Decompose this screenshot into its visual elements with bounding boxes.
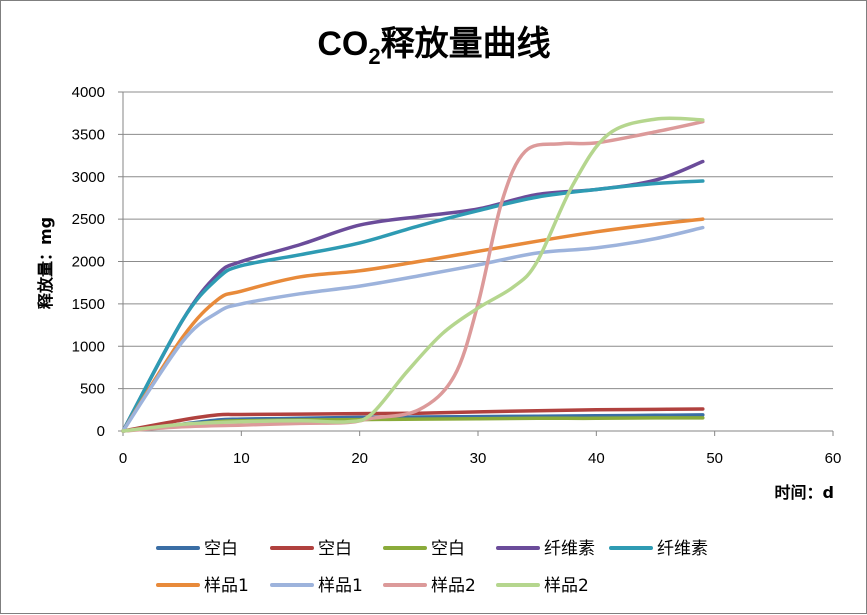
chart-title-subscript: 2 xyxy=(368,44,380,69)
x-tick-label: 20 xyxy=(351,450,368,467)
legend-item-9: 样品2 xyxy=(496,576,589,596)
legend-item-2: 空白 xyxy=(270,539,352,559)
chart-title: CO2释放量曲线 xyxy=(317,25,550,69)
y-axis-title: 释放量：mg xyxy=(36,217,55,309)
x-tick-label: 50 xyxy=(706,450,723,467)
series-line-9 xyxy=(121,116,705,433)
legend-item-5: 纤维素 xyxy=(609,539,708,559)
legend-label: 空白 xyxy=(204,539,238,559)
legend-label: 样品2 xyxy=(544,576,589,596)
series-line-6 xyxy=(121,217,705,433)
x-tick-label: 40 xyxy=(588,450,605,467)
x-tick-labels: 0 10 20 30 40 50 60 xyxy=(119,450,842,467)
legend-label: 样品2 xyxy=(431,576,476,596)
x-tick-label: 10 xyxy=(233,450,250,467)
y-tick-label: 0 xyxy=(97,423,105,440)
y-tick-label: 4000 xyxy=(72,84,105,101)
series-lines xyxy=(121,116,705,433)
chart-title-text: 释放量曲线 xyxy=(381,25,551,63)
legend-label: 纤维素 xyxy=(544,539,595,559)
y-tick-label: 3500 xyxy=(72,126,105,143)
series-line-2 xyxy=(121,407,705,433)
x-axis-title: 时间：d xyxy=(775,483,834,502)
series-line-7 xyxy=(121,225,705,433)
chart-title-co: CO xyxy=(317,25,368,63)
x-tick-label: 60 xyxy=(825,450,842,467)
legend-label: 样品1 xyxy=(318,576,363,596)
legend-item-7: 样品1 xyxy=(270,576,363,596)
series-line-5 xyxy=(121,179,705,433)
legend-label: 空白 xyxy=(318,539,352,559)
series-line-8 xyxy=(121,119,705,433)
legend-item-6: 样品1 xyxy=(156,576,249,596)
axes xyxy=(118,91,834,436)
y-tick-label: 1000 xyxy=(72,338,105,355)
legend-label: 纤维素 xyxy=(657,539,708,559)
gridlines xyxy=(123,91,833,390)
x-tick-label: 0 xyxy=(119,450,127,467)
y-tick-label: 2500 xyxy=(72,211,105,228)
legend-item-1: 空白 xyxy=(156,539,238,559)
y-tick-label: 2000 xyxy=(72,254,105,271)
legend-label: 样品1 xyxy=(204,576,249,596)
x-tick-label: 30 xyxy=(470,450,487,467)
legend-item-4: 纤维素 xyxy=(496,539,595,559)
legend-item-3: 空白 xyxy=(383,539,465,559)
series-line-4 xyxy=(121,159,705,433)
y-tick-label: 3000 xyxy=(72,169,105,186)
y-tick-label: 1500 xyxy=(72,296,105,313)
y-tick-labels: 0 500 1000 1500 2000 2500 3000 3500 4000 xyxy=(72,84,105,440)
legend-label: 空白 xyxy=(431,539,465,559)
y-tick-label: 500 xyxy=(80,381,105,398)
legend-item-8: 样品2 xyxy=(383,576,476,596)
